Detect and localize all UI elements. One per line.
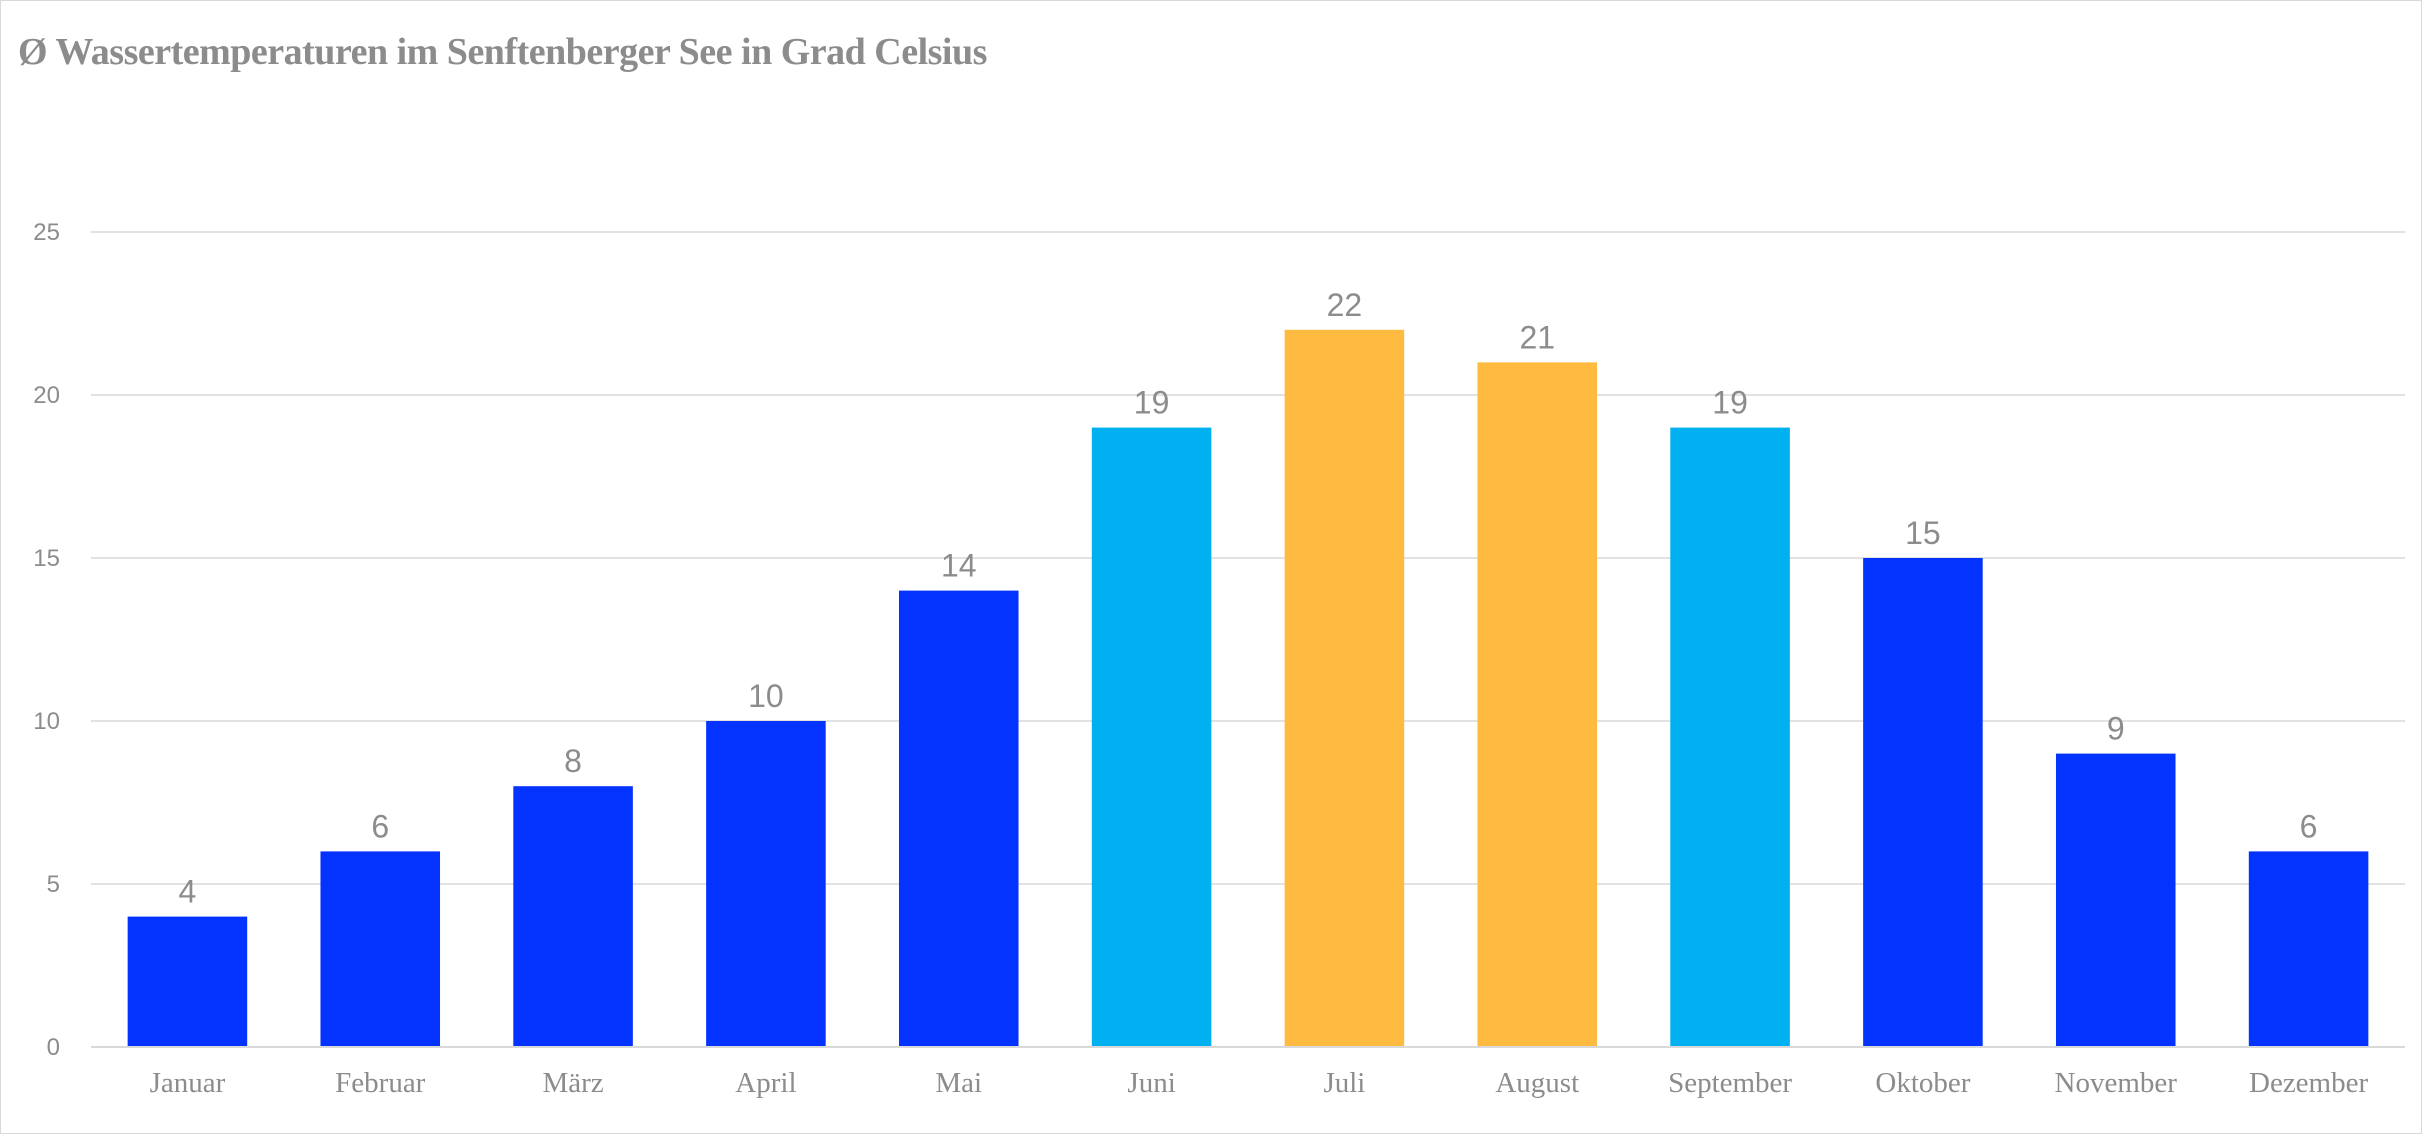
bar-april bbox=[706, 721, 826, 1047]
x-category-label: Februar bbox=[335, 1067, 426, 1099]
data-label: 4 bbox=[179, 874, 197, 910]
data-label: 15 bbox=[1905, 515, 1941, 551]
x-category-label: Juli bbox=[1323, 1067, 1365, 1099]
y-tick-label: 10 bbox=[33, 708, 60, 735]
bar-november bbox=[2055, 753, 2176, 1047]
bar-juni bbox=[1091, 427, 1212, 1048]
x-category-label: September bbox=[1668, 1067, 1792, 1099]
x-category-label: Mai bbox=[935, 1067, 982, 1099]
y-axis-ticks: 0 5 10 15 20 25 bbox=[33, 219, 60, 1061]
bar-september bbox=[1670, 427, 1790, 1048]
bar-dezember bbox=[2248, 851, 2369, 1047]
data-label: 14 bbox=[941, 548, 977, 584]
gridlines bbox=[91, 231, 2405, 885]
y-tick-label: 25 bbox=[33, 219, 60, 246]
bar-februar bbox=[320, 851, 441, 1047]
data-label: 8 bbox=[564, 743, 582, 779]
x-category-label: Januar bbox=[150, 1067, 226, 1099]
data-labels: 4 6 8 10 14 19 22 21 19 15 9 6 bbox=[179, 287, 2318, 910]
bar-mai bbox=[898, 590, 1019, 1047]
bar-august bbox=[1477, 362, 1598, 1047]
data-label: 19 bbox=[1134, 385, 1170, 421]
data-label: 6 bbox=[371, 808, 389, 844]
y-tick-label: 20 bbox=[33, 382, 60, 409]
x-category-label: März bbox=[542, 1067, 603, 1099]
x-category-label: April bbox=[735, 1067, 796, 1099]
data-label: 22 bbox=[1327, 287, 1363, 323]
chart-title: Ø Wassertemperaturen im Senftenberger Se… bbox=[18, 31, 987, 73]
data-label: 10 bbox=[748, 678, 784, 714]
x-category-label: August bbox=[1495, 1067, 1579, 1099]
bar-januar bbox=[127, 916, 248, 1047]
x-category-label: Dezember bbox=[2249, 1067, 2368, 1099]
bars bbox=[127, 329, 2369, 1048]
y-tick-label: 5 bbox=[47, 871, 60, 898]
x-category-label: Oktober bbox=[1875, 1067, 1970, 1099]
bar-märz bbox=[513, 786, 633, 1047]
data-label: 21 bbox=[1519, 319, 1555, 355]
bar-juli bbox=[1284, 329, 1405, 1047]
x-category-label: Juni bbox=[1127, 1067, 1175, 1099]
data-label: 9 bbox=[2107, 711, 2125, 747]
x-axis-categories: Januar Februar März April Mai Juni Juli August S… bbox=[150, 1067, 2369, 1099]
data-label: 6 bbox=[2300, 808, 2318, 844]
y-tick-label: 0 bbox=[47, 1034, 60, 1061]
data-label: 19 bbox=[1712, 385, 1748, 421]
x-category-label: November bbox=[2055, 1067, 2178, 1099]
y-tick-label: 15 bbox=[33, 545, 60, 572]
bar-oktober bbox=[1863, 558, 1983, 1047]
